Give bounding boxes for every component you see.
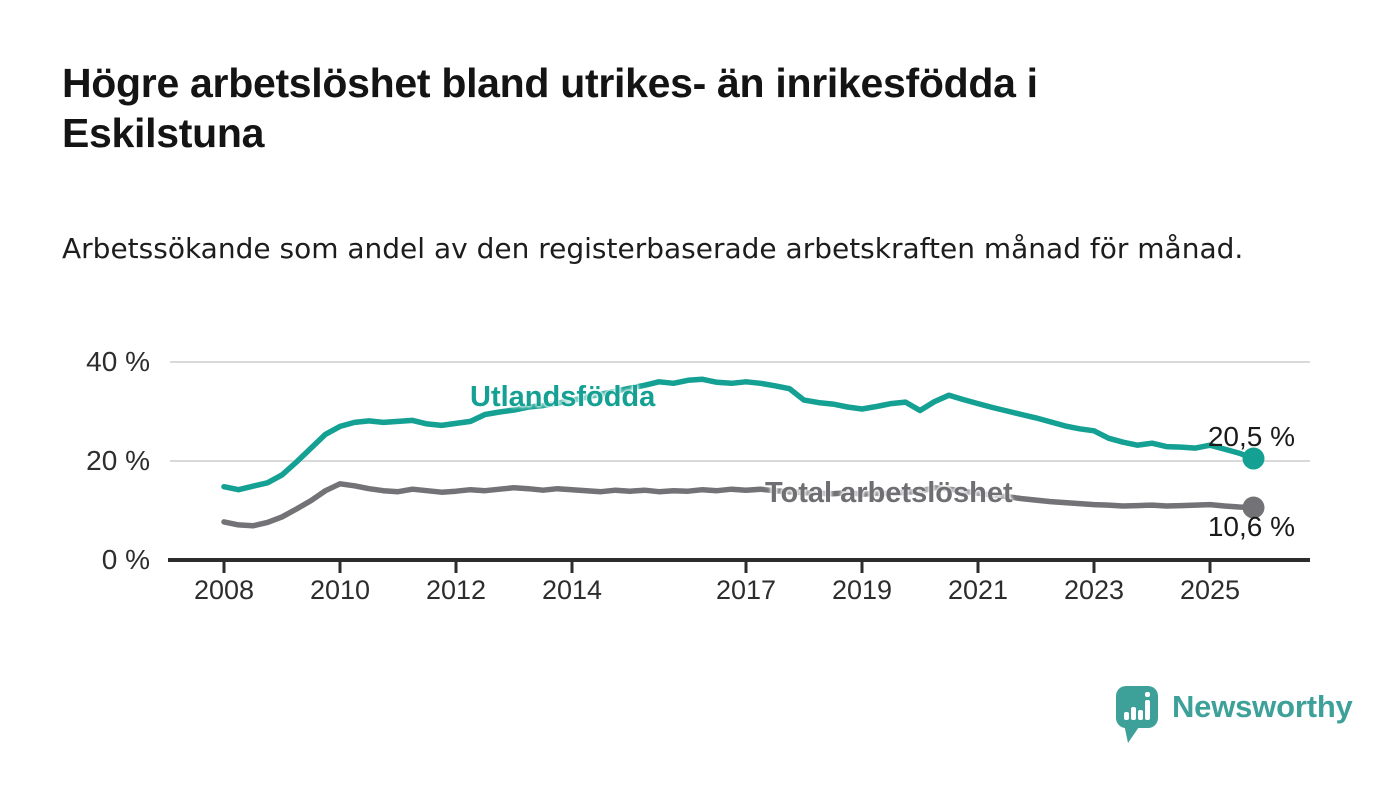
page-title: Högre arbetslöshet bland utrikes- än inr…	[62, 60, 1038, 156]
y-axis-label-0: 0 %	[101, 544, 150, 575]
series-label-total-arbetsloshet: Total arbetslöshet	[765, 477, 1013, 509]
newsworthy-logo-icon	[1116, 686, 1158, 743]
newsworthy-logo[interactable]: Newsworthy	[1115, 684, 1353, 746]
y-axis-label-20: 20 %	[86, 445, 150, 476]
chart-subtitle: Arbetssökande som andel av den registerb…	[62, 232, 1244, 265]
end-value-label-total: 10,6 %	[1207, 511, 1295, 542]
x-tick-label-2012: 2012	[425, 575, 487, 605]
x-tick-label-2010: 2010	[309, 575, 371, 605]
series-label-utlandsfodda: Utlandsfödda	[470, 381, 656, 413]
newsworthy-logo-text: Newsworthy	[1172, 689, 1353, 724]
x-tick-label-2014: 2014	[541, 575, 603, 605]
x-tick-label-2023: 2023	[1063, 575, 1125, 605]
y-axis-label-40: 40 %	[86, 346, 150, 377]
end-value-label-utlandsfodda: 20,5 %	[1207, 421, 1295, 452]
x-tick-label-2008: 2008	[193, 575, 255, 605]
x-tick-label-2021: 2021	[947, 575, 1009, 605]
x-tick-label-2025: 2025	[1179, 575, 1241, 605]
x-tick-label-2017: 2017	[715, 575, 777, 605]
x-tick-label-2019: 2019	[831, 575, 893, 605]
